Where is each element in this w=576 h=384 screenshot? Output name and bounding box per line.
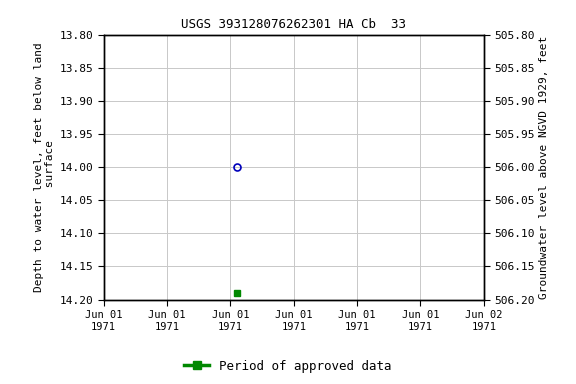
Title: USGS 393128076262301 HA Cb  33: USGS 393128076262301 HA Cb 33 — [181, 18, 406, 31]
Y-axis label: Groundwater level above NGVD 1929, feet: Groundwater level above NGVD 1929, feet — [539, 35, 549, 299]
Y-axis label: Depth to water level, feet below land
 surface: Depth to water level, feet below land su… — [34, 42, 55, 292]
Legend: Period of approved data: Period of approved data — [179, 355, 397, 378]
